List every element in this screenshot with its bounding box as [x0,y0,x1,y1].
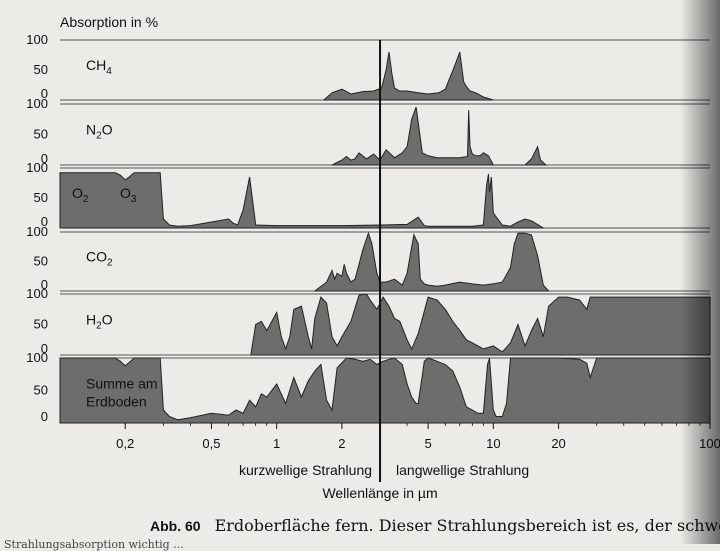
y-tick-label: 50 [34,190,48,205]
y-tick-label: 0 [41,277,48,292]
y-tick-label: 100 [26,224,48,239]
x-tick-label: 1 [273,436,280,451]
cut-off-line: Strahlungsabsorption wichtig ... [4,538,184,551]
absorption-area [59,172,546,229]
y-tick-label: 0 [41,86,48,101]
y-tick-label: 50 [34,62,48,77]
caption-text: Erdoberfläche fern. Dieser Strahlungsber… [214,516,720,535]
x-tick-label: 0,5 [202,436,220,451]
y-tick-label: 100 [26,350,48,365]
divider-label-right: langwellige Strahlung [396,462,529,478]
panel-label: O2 [72,185,89,205]
panel-label: CO2 [86,249,113,269]
panel-label: Summe am [86,376,158,392]
y-tick-label: 0 [41,341,48,356]
panel-label-line2: Erdboden [86,394,147,410]
y-tick-label: 100 [26,96,48,111]
panel-label: CH4 [86,57,112,77]
y-tick-label: 50 [34,383,48,398]
page-shadow [680,0,720,544]
y-tick-label: 0 [41,409,48,424]
y-tick-label: 50 [34,254,48,269]
panel-label-o3: O3 [120,185,137,205]
y-tick-label: 0 [41,214,48,229]
x-tick-label: 10 [486,436,500,451]
chart-title: Absorption in % [60,14,158,30]
y-tick-label: 100 [26,286,48,301]
absorption-area [59,357,711,424]
figure-number: Abb. 60 [150,518,201,534]
x-tick-label: 2 [338,436,345,451]
x-tick-label: 5 [424,436,431,451]
absorption-area [331,106,548,166]
y-tick-label: 100 [26,32,48,47]
x-axis-label: Wellenlänge in µm [322,485,437,501]
absorption-area [322,51,494,101]
absorption-area [250,293,711,356]
y-tick-label: 50 [34,317,48,332]
caption: Abb. 60 Erdoberfläche fern. Dieser Strahl… [150,516,720,535]
y-tick-label: 50 [34,127,48,142]
absorption-area [313,231,550,292]
divider-label-left: kurzwellige Strahlung [239,462,372,478]
y-tick-label: 100 [26,160,48,175]
y-tick-label: 0 [41,151,48,166]
x-tick-label: 20 [551,436,565,451]
panel-label: H2O [86,312,113,332]
x-tick-label: 0,2 [116,436,134,451]
panel-label: N2O [86,122,113,142]
